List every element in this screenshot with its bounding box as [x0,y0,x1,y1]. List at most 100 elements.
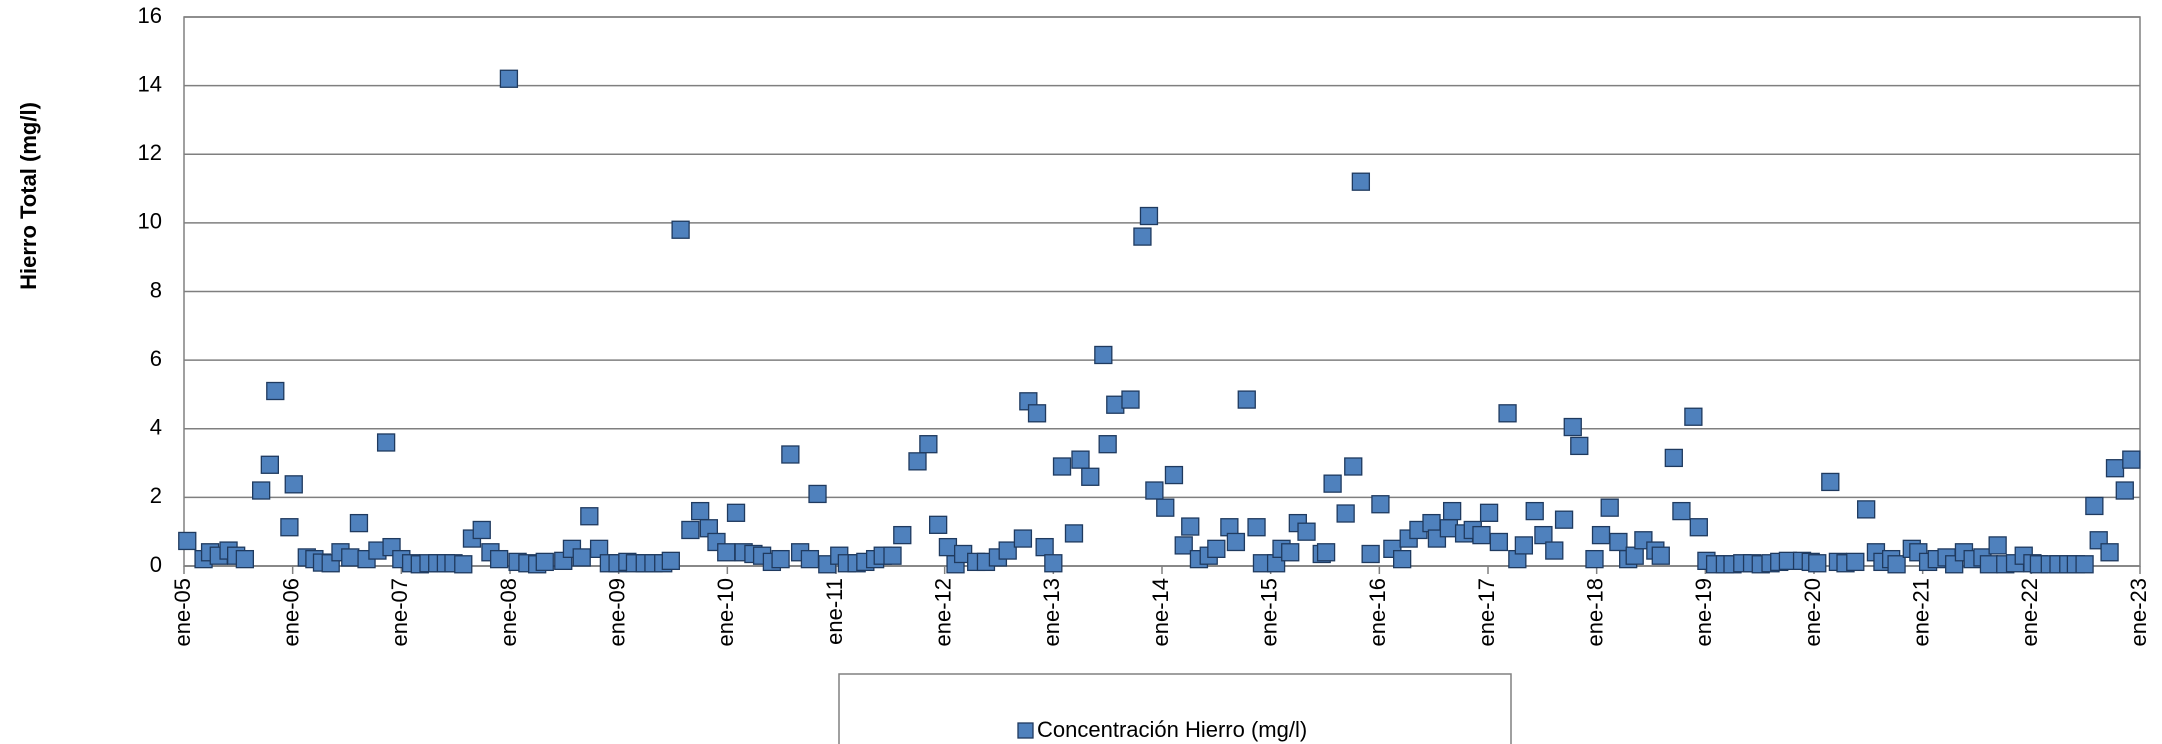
data-point [1545,541,1564,560]
data-point [2122,450,2141,469]
data-point [1207,539,1226,558]
data-point [808,484,827,504]
data-point [489,549,509,569]
data-point [1237,390,1256,409]
data-point [1139,206,1159,226]
x-tick-label: ene-16 [1365,578,1390,647]
data-point [1071,450,1090,469]
data-point [1439,519,1459,538]
data-point [671,220,690,239]
data-point [499,69,519,88]
x-tick-label: ene-11 [822,578,847,645]
data-point [266,381,285,401]
legend-box [838,673,1512,744]
data-point [1600,498,1619,517]
data-point [2075,555,2094,574]
data-point [1563,417,1582,437]
data-point [1570,436,1589,456]
y-tick-label: 14 [138,71,162,96]
y-axis-title: Hierro Total (mg/l) [16,102,41,290]
data-point [1585,549,1604,569]
data-point [1672,501,1691,521]
data-point [771,549,790,569]
data-point [661,551,680,571]
x-tick-label: ene-20 [1800,578,1825,647]
data-point [260,455,279,474]
data-point [681,520,700,540]
data-point [1052,457,1072,476]
data-point [883,546,902,565]
data-point [2100,543,2119,562]
data-point [1472,525,1491,545]
data-point [1164,465,1184,485]
data-point [1297,522,1316,541]
data-point [1098,435,1117,454]
x-tick-label: ene-05 [170,578,195,647]
data-point [1442,501,1462,521]
data-point [472,520,491,540]
x-tick-label: ene-23 [2126,578,2151,647]
data-point [580,507,599,526]
data-point [1081,467,1100,486]
data-point [535,552,554,572]
data-point [1422,513,1441,533]
data-point [1846,552,1865,572]
data-point [1514,536,1534,555]
data-point [691,501,710,521]
data-point [1393,549,1412,569]
data-point [1371,495,1390,514]
data-point [1064,524,1084,543]
data-point [1145,481,1164,500]
data-point [1979,555,1999,574]
legend-label: Concentración Hierro (mg/l) [1037,717,1307,742]
y-tick-label: 10 [138,209,162,234]
data-point [1887,555,1906,574]
data-point [341,548,360,567]
data-point [1554,510,1574,529]
x-tick-label: ene-14 [1148,578,1173,647]
y-tick-label: 6 [150,346,162,371]
x-tick-label: ene-19 [1691,578,1716,647]
data-point [1156,498,1175,517]
data-point [1534,525,1553,545]
data-point [2105,459,2125,478]
data-point [1336,504,1355,523]
x-tick-label: ene-22 [2017,578,2042,647]
data-point [1027,404,1047,423]
y-tick-label: 4 [150,415,162,440]
x-tick-label: ene-06 [278,578,303,647]
data-point [1525,501,1544,521]
data-point [717,543,736,562]
data-point [1344,457,1363,476]
data-point [1591,525,1611,545]
data-point [1857,500,1876,519]
data-point [1609,532,1628,552]
x-tick-label: ene-07 [387,578,412,647]
x-tick-label: ene-21 [1908,578,1933,647]
x-tick-label: ene-10 [713,578,738,647]
legend-marker [1017,722,1034,739]
data-point [1625,546,1644,565]
data-point [1181,517,1200,536]
data-point [908,452,927,471]
data-point [1479,503,1499,522]
data-point [1044,554,1063,573]
data-point [1821,472,1840,492]
data-point [1651,546,1670,565]
x-tick-label: ene-13 [1039,578,1064,647]
data-point [454,555,473,574]
data-point [1174,536,1193,555]
data-point [1808,554,1827,573]
y-tick-label: 16 [138,3,162,28]
y-tick-label: 12 [138,140,162,165]
data-point [1323,474,1342,493]
data-point [235,549,255,569]
data-point [572,548,591,567]
y-tick-label: 0 [150,552,162,577]
data-point [1121,390,1140,409]
data-point [938,537,958,557]
x-tick-label: ene-08 [496,578,521,647]
data-point [1988,536,2007,555]
data-point [1035,537,1054,557]
